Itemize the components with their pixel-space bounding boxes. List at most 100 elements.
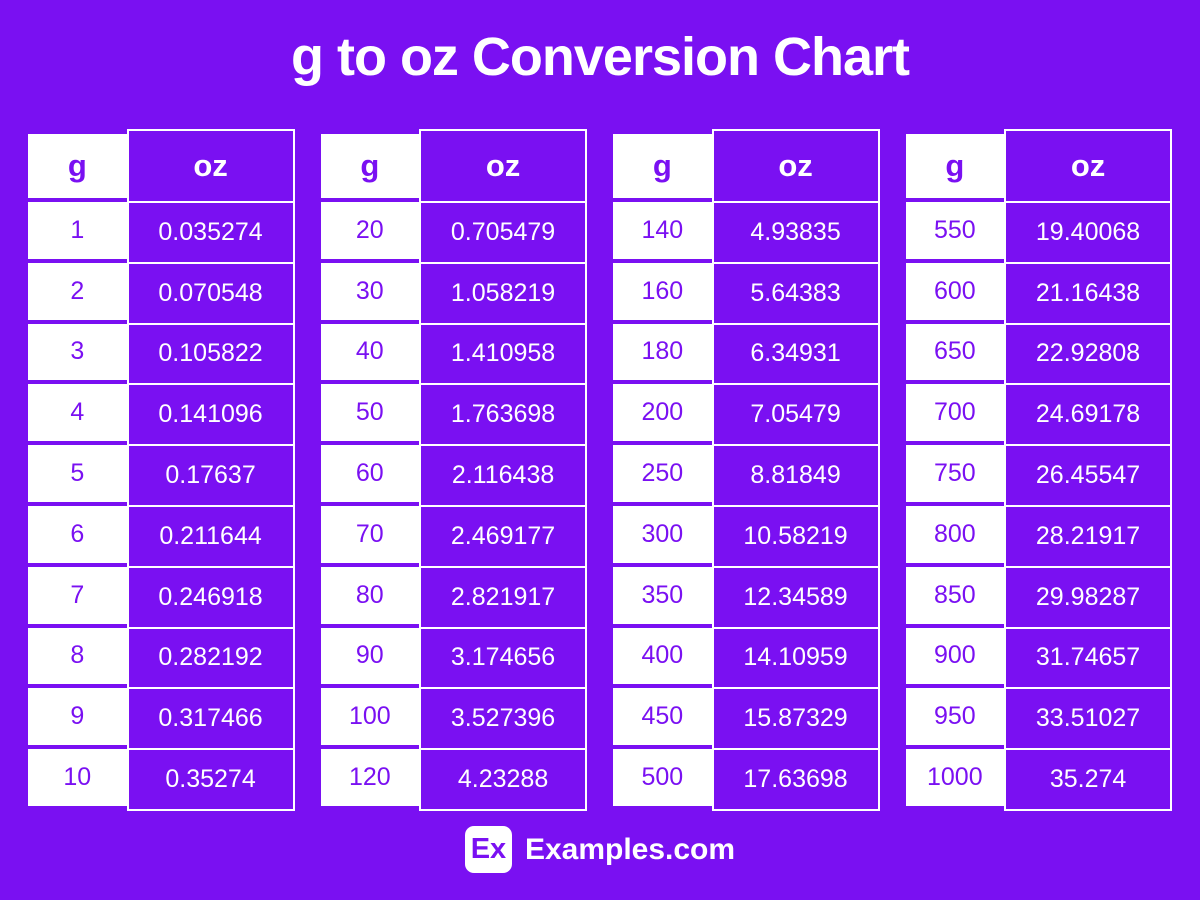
g-value-cell: 160 bbox=[613, 262, 712, 320]
column-header-oz: oz bbox=[485, 148, 521, 183]
g-value-cell: 600 bbox=[905, 262, 1005, 320]
column-header-oz: oz bbox=[778, 148, 813, 183]
g-value-cell: 6 bbox=[28, 505, 127, 563]
oz-value-cell: 2.116438 bbox=[421, 444, 585, 505]
oz-value-cell: 24.69178 bbox=[1006, 383, 1170, 444]
g-value-cell: 7 bbox=[28, 566, 127, 624]
examples-logo-icon: Ex bbox=[464, 826, 512, 873]
oz-value-cell: 2.821917 bbox=[421, 565, 585, 627]
oz-value-cell: 14.10959 bbox=[713, 626, 878, 688]
brand-name: Examples.com bbox=[524, 832, 736, 866]
g-value-cell: 40 bbox=[320, 323, 420, 381]
page-title: g to oz Conversion Chart bbox=[290, 27, 910, 87]
g-value-cell: 5 bbox=[28, 445, 127, 502]
column-header-g: g bbox=[613, 134, 712, 198]
g-value-cell: 10 bbox=[28, 749, 127, 806]
g-value-cell: 70 bbox=[320, 505, 420, 563]
oz-column: oz 19.40068 21.16438 22.92808 24.69178 26.455… bbox=[1004, 129, 1172, 811]
oz-value-cell: 0.105822 bbox=[128, 322, 293, 384]
oz-value-cell: 7.05479 bbox=[713, 383, 878, 444]
oz-value-cell: 31.74657 bbox=[1006, 626, 1170, 688]
g-value-cell: 2 bbox=[28, 262, 127, 320]
oz-value-cell: 0.17637 bbox=[128, 444, 293, 505]
oz-value-cell: 1.763698 bbox=[421, 383, 585, 444]
g-value-cell: 850 bbox=[905, 566, 1005, 624]
g-value-cell: 4 bbox=[28, 384, 127, 442]
g-value-cell: 700 bbox=[905, 384, 1005, 442]
g-value-cell: 750 bbox=[905, 445, 1005, 502]
conversion-table-1: g 1 2 3 4 5 6 7 8 9 10 oz 0.035274 0.070548 0.105822 0… bbox=[28, 129, 295, 811]
oz-value-cell: 28.21917 bbox=[1006, 504, 1170, 566]
oz-value-cell: 4.23288 bbox=[421, 748, 585, 809]
g-value-cell: 900 bbox=[905, 627, 1005, 685]
g-value-cell: 200 bbox=[613, 384, 712, 442]
footer: Ex Examples.com bbox=[0, 826, 1200, 873]
oz-value-cell: 21.16438 bbox=[1006, 261, 1170, 323]
oz-value-cell: 5.64383 bbox=[713, 261, 878, 323]
oz-value-cell: 17.63698 bbox=[713, 748, 878, 809]
oz-value-cell: 4.93835 bbox=[713, 201, 878, 262]
oz-value-cell: 0.035274 bbox=[128, 201, 293, 262]
g-column: g 1 2 3 4 5 6 7 8 9 10 bbox=[28, 134, 127, 806]
oz-value-cell: 6.34931 bbox=[713, 322, 878, 384]
g-value-cell: 3 bbox=[28, 323, 127, 381]
g-value-cell: 1 bbox=[28, 202, 127, 259]
oz-value-cell: 29.98287 bbox=[1006, 565, 1170, 627]
g-value-cell: 180 bbox=[613, 323, 712, 381]
conversion-tables-row: g 1 2 3 4 5 6 7 8 9 10 oz 0.035274 0.070548 0.105822 0… bbox=[0, 129, 1200, 811]
g-column: g 550 600 650 700 750 800 850 900 950 1000 bbox=[905, 134, 1005, 806]
oz-value-cell: 10.58219 bbox=[713, 504, 878, 566]
g-value-cell: 650 bbox=[905, 323, 1005, 381]
g-value-cell: 950 bbox=[905, 688, 1005, 746]
oz-value-cell: 12.34589 bbox=[713, 565, 878, 627]
g-value-cell: 550 bbox=[905, 202, 1005, 259]
g-column: g 140 160 180 200 250 300 350 400 450 500 bbox=[613, 134, 712, 806]
column-header-oz: oz bbox=[1070, 148, 1106, 183]
oz-column: oz 4.93835 5.64383 6.34931 7.05479 8.81849 10.… bbox=[711, 129, 880, 811]
oz-value-cell: 8.81849 bbox=[713, 444, 878, 505]
oz-value-cell: 0.070548 bbox=[128, 261, 293, 323]
g-value-cell: 30 bbox=[320, 262, 420, 320]
g-value-cell: 9 bbox=[28, 688, 127, 746]
oz-value-cell: 19.40068 bbox=[1006, 201, 1170, 262]
column-header-g: g bbox=[320, 134, 420, 198]
oz-value-cell: 26.45547 bbox=[1006, 444, 1170, 505]
g-value-cell: 350 bbox=[613, 566, 712, 624]
g-value-cell: 80 bbox=[320, 566, 420, 624]
g-value-cell: 500 bbox=[613, 749, 712, 806]
g-value-cell: 20 bbox=[320, 202, 420, 259]
oz-column: oz 0.705479 1.058219 1.410958 1.763698 2.1164… bbox=[419, 129, 587, 811]
g-value-cell: 140 bbox=[613, 202, 712, 259]
g-value-cell: 300 bbox=[613, 505, 712, 563]
g-value-cell: 100 bbox=[320, 688, 420, 746]
g-value-cell: 1000 bbox=[905, 749, 1005, 806]
column-header-g: g bbox=[28, 134, 127, 198]
oz-value-cell: 1.410958 bbox=[421, 322, 585, 384]
oz-value-cell: 1.058219 bbox=[421, 261, 585, 323]
oz-value-cell: 33.51027 bbox=[1006, 687, 1170, 748]
g-value-cell: 120 bbox=[320, 749, 420, 806]
oz-value-cell: 0.282192 bbox=[128, 626, 293, 688]
oz-value-cell: 22.92808 bbox=[1006, 322, 1170, 384]
oz-value-cell: 0.705479 bbox=[421, 201, 585, 262]
oz-value-cell: 35.274 bbox=[1006, 748, 1170, 809]
g-value-cell: 450 bbox=[613, 688, 712, 746]
conversion-table-2: g 20 30 40 50 60 70 80 90 100 120 oz 0.705479 1.0582… bbox=[320, 129, 587, 811]
g-value-cell: 800 bbox=[905, 505, 1005, 563]
g-value-cell: 50 bbox=[320, 384, 420, 442]
g-column: g 20 30 40 50 60 70 80 90 100 120 bbox=[320, 134, 420, 806]
oz-value-cell: 2.469177 bbox=[421, 504, 585, 566]
g-value-cell: 8 bbox=[28, 627, 127, 685]
oz-value-cell: 0.211644 bbox=[128, 504, 293, 566]
conversion-table-3: g 140 160 180 200 250 300 350 400 450 500 oz 4.9383… bbox=[613, 129, 880, 811]
g-value-cell: 250 bbox=[613, 445, 712, 502]
g-value-cell: 400 bbox=[613, 627, 712, 685]
oz-value-cell: 0.317466 bbox=[128, 687, 293, 748]
column-header-g: g bbox=[905, 134, 1005, 198]
oz-column: oz 0.035274 0.070548 0.105822 0.141096 0.1763… bbox=[126, 129, 295, 811]
column-header-oz: oz bbox=[193, 148, 228, 183]
conversion-table-4: g 550 600 650 700 750 800 850 900 950 1000 oz 19.40… bbox=[905, 129, 1172, 811]
oz-value-cell: 3.174656 bbox=[421, 626, 585, 688]
oz-value-cell: 15.87329 bbox=[713, 687, 878, 748]
